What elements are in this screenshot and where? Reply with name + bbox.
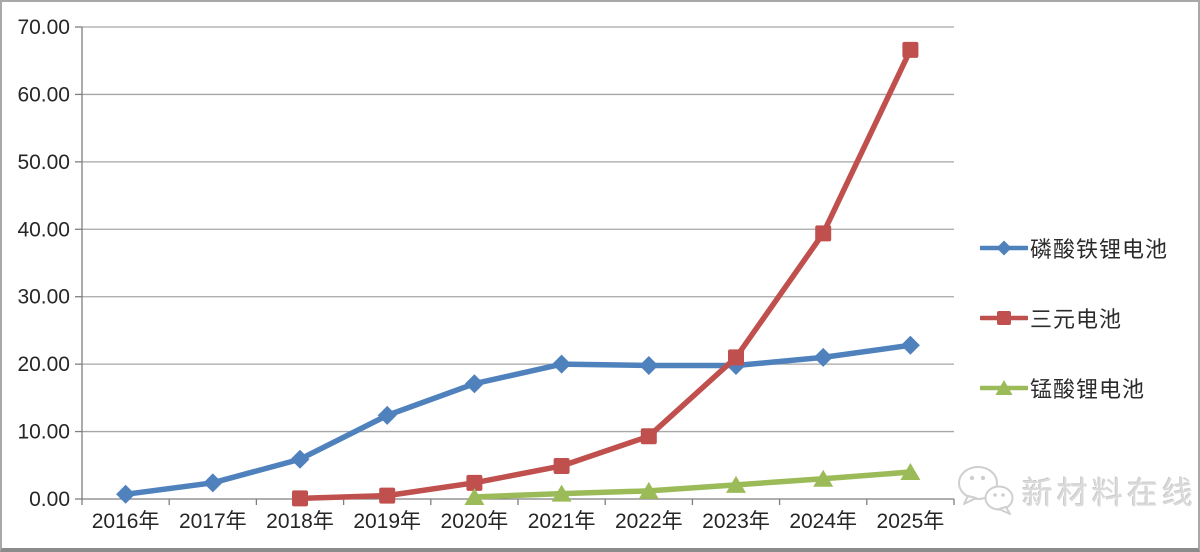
watermark: 新材料在线 [954, 462, 1197, 518]
legend-item-lmo-battery: 锰酸锂电池 [978, 374, 1168, 402]
y-tick-label: 60.00 [17, 83, 70, 106]
series-line [122, 342, 914, 498]
data-point-marker-diamond [639, 355, 659, 375]
y-tick-label: 0.00 [29, 488, 70, 511]
legend-item-ternary-battery: 三元电池 [978, 304, 1168, 332]
x-tick-label: 2025年 [877, 510, 945, 533]
x-tick-label: 2021年 [528, 510, 596, 533]
y-tick-label: 20.00 [17, 353, 70, 376]
data-point-marker-square [553, 457, 570, 474]
data-point-marker-diamond [552, 354, 572, 374]
data-point-marker-triangle [551, 484, 572, 502]
data-point-marker-diamond [464, 374, 484, 394]
square-marker-icon [978, 308, 1030, 328]
y-tick-label: 30.00 [17, 286, 70, 309]
legend-label: 磷酸铁锂电池 [1030, 237, 1169, 262]
data-point-marker-square [640, 428, 657, 445]
legend-label: 三元电池 [1030, 307, 1123, 332]
data-point-marker-diamond [116, 484, 136, 504]
x-tick-label: 2017年 [179, 510, 247, 533]
data-point-marker-diamond [813, 347, 833, 367]
legend-label: 锰酸锂电池 [1030, 377, 1146, 402]
data-point-marker-triangle [813, 469, 834, 487]
x-tick-label: 2023年 [702, 510, 770, 533]
x-tick-label: 2016年 [92, 510, 160, 533]
data-point-marker-triangle [726, 475, 746, 493]
y-tick-label: 40.00 [17, 218, 70, 241]
data-point-marker-triangle [900, 463, 921, 481]
watermark-text: 新材料在线 [1022, 475, 1197, 511]
data-point-marker-diamond [900, 335, 920, 355]
y-tick-label: 70.00 [17, 16, 70, 39]
y-tick-label: 10.00 [17, 421, 70, 444]
data-point-marker-square [902, 41, 919, 58]
x-tick-label: 2018年 [266, 510, 334, 533]
data-point-marker-square [379, 487, 396, 504]
series-line [471, 469, 914, 500]
data-point-marker-square [815, 225, 832, 242]
legend-marker-triangle [995, 380, 1013, 395]
diamond-marker-icon [978, 238, 1030, 258]
data-point-marker-square [466, 474, 483, 491]
x-tick-label: 2019年 [353, 510, 421, 533]
data-point-marker-diamond [377, 405, 397, 425]
triangle-marker-icon [978, 378, 1030, 398]
data-point-marker-diamond [203, 473, 223, 493]
chart-legend: 磷酸铁锂电池 三元电池 锰酸锂电池 [978, 234, 1169, 444]
legend-marker-square [997, 311, 1011, 325]
data-point-marker-triangle [638, 481, 659, 499]
x-tick-label: 2020年 [441, 510, 509, 533]
data-point-marker-triangle [464, 487, 485, 505]
y-tick-label: 50.00 [17, 151, 70, 174]
series-line [297, 47, 914, 502]
data-point-marker-square [728, 349, 744, 366]
legend-marker-diamond [996, 240, 1012, 256]
x-tick-label: 2024年 [789, 510, 857, 533]
data-point-marker-square [292, 490, 308, 507]
x-tick-label: 2022年 [615, 510, 683, 533]
legend-item-lfp-battery: 磷酸铁锂电池 [978, 234, 1169, 262]
wechat-icon [958, 466, 1014, 515]
data-point-marker-diamond [290, 449, 310, 469]
